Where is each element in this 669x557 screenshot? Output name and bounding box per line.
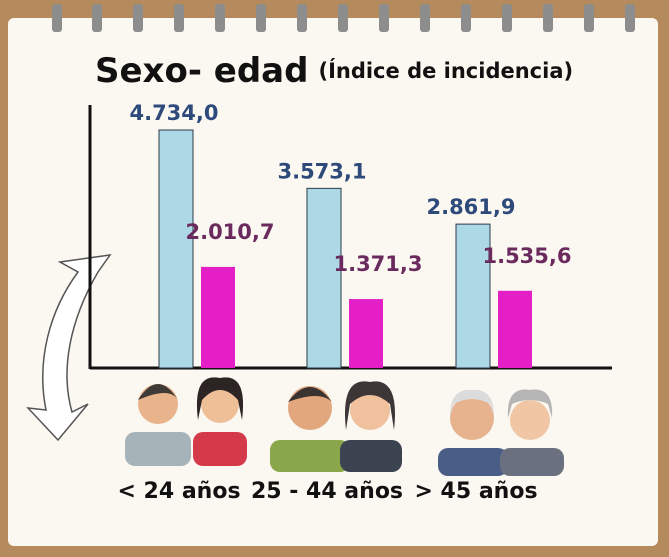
bar bbox=[307, 188, 341, 368]
value-label: 2.010,7 bbox=[185, 220, 274, 244]
value-label: 2.861,9 bbox=[426, 195, 515, 219]
subtitle: (Índice de incidencia) bbox=[318, 58, 573, 83]
value-label: 1.535,6 bbox=[482, 244, 571, 268]
chart: Sexo- edad (Índice de incidencia) < 24 añ… bbox=[0, 0, 669, 557]
bar bbox=[201, 267, 235, 368]
bar bbox=[159, 130, 193, 368]
x-tick-label: 25 - 44 años bbox=[251, 479, 403, 504]
rings bbox=[52, 4, 635, 32]
value-label: 3.573,1 bbox=[277, 159, 366, 183]
x-tick-label: > 45 años bbox=[414, 479, 537, 504]
bar bbox=[498, 291, 532, 368]
value-label: 4.734,0 bbox=[129, 101, 218, 125]
bar bbox=[349, 299, 383, 368]
title: Sexo- edad bbox=[95, 51, 308, 91]
x-tick-label: < 24 años bbox=[117, 479, 240, 504]
value-label: 1.371,3 bbox=[333, 252, 422, 276]
